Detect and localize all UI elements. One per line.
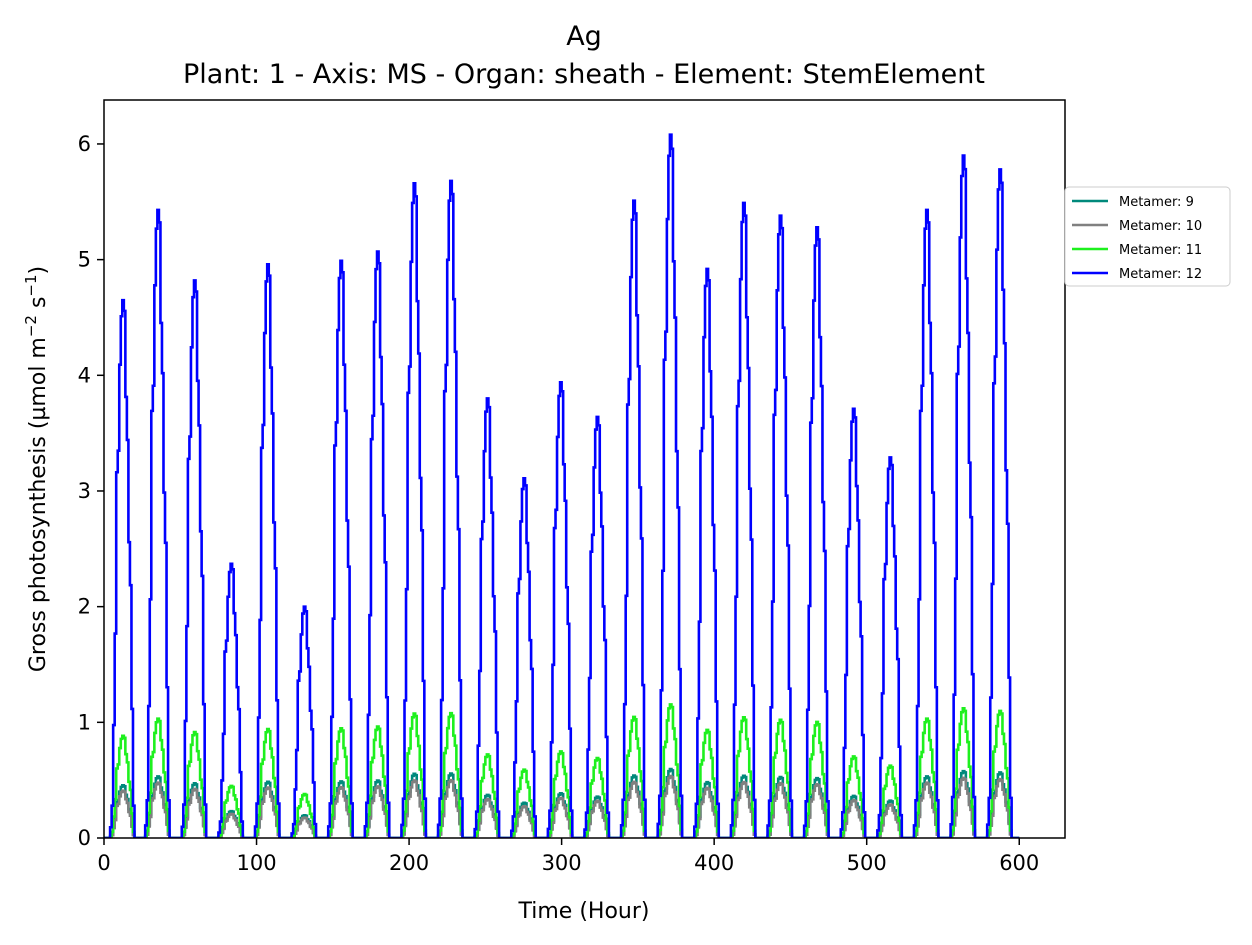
series-line-4 bbox=[104, 133, 1020, 838]
legend-label-3: Metamer: 11 bbox=[1119, 243, 1202, 258]
x-tick-label-5: 500 bbox=[847, 851, 887, 875]
y-tick-label-2: 2 bbox=[78, 595, 91, 619]
y-tick-label-6: 6 bbox=[78, 132, 91, 156]
x-tick-label-0: 0 bbox=[97, 851, 110, 875]
y-label-main: Gross photosynthesis (µmol m bbox=[26, 337, 51, 672]
y-label-mid: s bbox=[26, 297, 51, 315]
x-axis: 0 100 200 300 400 500 600 bbox=[97, 838, 1039, 875]
x-tick-label-6: 600 bbox=[999, 851, 1039, 875]
x-tick-label-4: 400 bbox=[694, 851, 734, 875]
plot-frame bbox=[103, 99, 1066, 839]
legend-frame bbox=[1064, 186, 1231, 287]
chart-title: Ag bbox=[566, 21, 602, 52]
legend-label-4: Metamer: 12 bbox=[1119, 267, 1202, 282]
y-label-exp2: −1 bbox=[22, 274, 40, 296]
legend: Metamer: 9 Metamer: 10 Metamer: 11 Metamer:… bbox=[1064, 186, 1231, 287]
y-tick-label-3: 3 bbox=[78, 479, 91, 503]
legend-label-1: Metamer: 9 bbox=[1119, 195, 1194, 210]
legend-label-2: Metamer: 10 bbox=[1119, 219, 1202, 234]
series-layer bbox=[104, 133, 1020, 838]
series-line-3 bbox=[104, 703, 1020, 838]
x-tick-label-1: 100 bbox=[236, 851, 276, 875]
y-tick-label-5: 5 bbox=[78, 248, 91, 272]
y-axis: 0 1 2 3 4 5 6 bbox=[78, 132, 104, 850]
series-line-2 bbox=[104, 774, 1020, 838]
x-tick-label-3: 300 bbox=[542, 851, 582, 875]
y-label-exp1: −2 bbox=[22, 315, 40, 337]
y-label-end: ) bbox=[26, 266, 51, 275]
chart-subtitle: Plant: 1 - Axis: MS - Organ: sheath - El… bbox=[183, 59, 985, 90]
y-axis-label: Gross photosynthesis (µmol m−2 s−1) bbox=[22, 266, 51, 672]
x-tick-label-2: 200 bbox=[389, 851, 429, 875]
y-tick-label-1: 1 bbox=[78, 710, 91, 734]
y-tick-label-0: 0 bbox=[78, 826, 91, 850]
x-axis-label: Time (Hour) bbox=[518, 899, 650, 924]
y-tick-label-4: 4 bbox=[78, 363, 91, 387]
